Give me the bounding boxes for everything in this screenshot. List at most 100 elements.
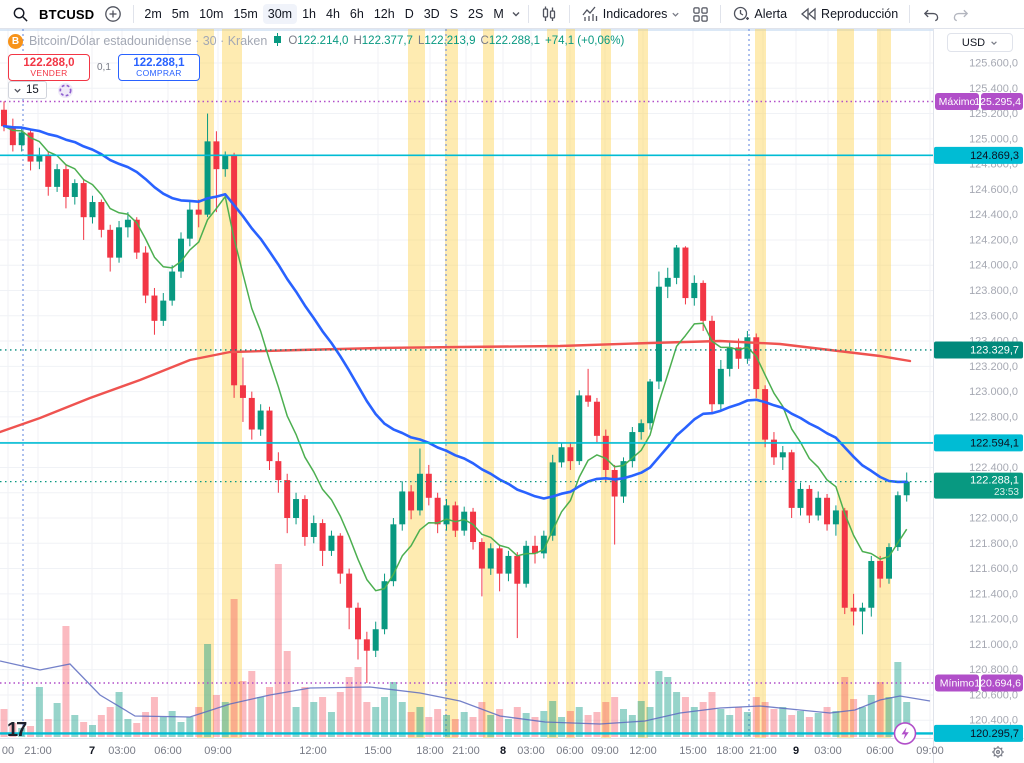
candle-up [160, 300, 167, 321]
volume-bar [443, 715, 450, 737]
price-axis-labels[interactable]: 125.600,0 125.400,0 125.200,0 125.000,0 124.… [969, 58, 1018, 727]
timeframe-30m[interactable]: 30m [262, 4, 298, 24]
volume-bar [310, 702, 318, 737]
indicators-button[interactable]: Indicadores [575, 2, 687, 26]
timeframe-S[interactable]: S [449, 7, 459, 21]
volume-bar [257, 697, 265, 737]
candle-down [709, 320, 715, 405]
volume-bar [354, 667, 362, 737]
volume-bar [221, 702, 229, 737]
timeframe-10m[interactable]: 10m [199, 7, 224, 21]
timeframe-2S[interactable]: 2S [468, 7, 484, 21]
timeframe-group: 2m 5m 10m 15m 30m 1h 4h 6h 12h D 3D S 2S M [139, 4, 508, 24]
timeframe-D[interactable]: D [404, 7, 414, 21]
candle-up [673, 247, 680, 278]
price-tick-label: 124.600,0 [969, 184, 1018, 196]
undo-icon[interactable] [915, 3, 946, 26]
candle-down [850, 607, 857, 612]
candle-down [151, 295, 158, 321]
candle-down [1, 109, 7, 127]
badge-price: 122.288,1 [970, 475, 1019, 487]
candle-down [425, 473, 432, 498]
sell-button[interactable]: 122.288,0 VENDER [8, 54, 90, 81]
timeframe-15m[interactable]: 15m [233, 7, 258, 21]
volume-bar [885, 697, 893, 737]
symbol-search-icon[interactable] [6, 3, 35, 26]
low-value: 122.213,9 [424, 35, 476, 47]
replay-button[interactable]: Reproducción [793, 2, 904, 26]
timeframe-2m[interactable]: 2m [144, 7, 162, 21]
compare-add-icon[interactable] [98, 2, 128, 26]
candle-up [655, 286, 662, 382]
spread-value: 0,1 [97, 62, 111, 73]
time-tick-label: 03:00 [108, 745, 136, 757]
price-tick-label: 120.800,0 [969, 664, 1018, 676]
candle-up [638, 423, 645, 433]
timeframe-1h[interactable]: 1h [302, 7, 317, 21]
timeframe-4h[interactable]: 4h [326, 7, 340, 21]
time-tick-label: 03:00 [814, 745, 842, 757]
badge-label-bg [935, 674, 979, 692]
price-chart[interactable]: 125.600,0 125.400,0 125.200,0 125.000,0 124.… [0, 29, 1024, 763]
time-tick-label: 9 [793, 745, 799, 757]
price-tick-label: 124.400,0 [969, 209, 1018, 221]
volume-bar [71, 715, 79, 737]
candle-up [523, 545, 530, 584]
timeframe-M[interactable]: M [493, 7, 504, 21]
candle-up [381, 581, 388, 630]
candle-down [762, 389, 769, 440]
alert-button[interactable]: Alerta [726, 2, 793, 26]
volume-bar [283, 651, 291, 737]
pair-title[interactable]: Bitcoin/Dólar estadounidense · 30 · Krak… [29, 34, 268, 48]
volume-bar [319, 697, 327, 737]
timeframes-chevron-down-icon[interactable] [509, 6, 523, 22]
buy-button[interactable]: 122.288,1 COMPRAR [117, 54, 200, 81]
symbol-button[interactable]: BTCUSD [39, 6, 95, 22]
candle-up [558, 447, 565, 463]
badge-value: 120.694,6 [974, 677, 1021, 689]
volume-bar [867, 695, 875, 737]
timeframe-6h[interactable]: 6h [349, 7, 364, 21]
volume-bar [62, 626, 70, 737]
price-tick-label: 123.200,0 [969, 361, 1018, 373]
alert-label: Alerta [754, 7, 788, 21]
currency-selector[interactable]: USD [947, 33, 1013, 52]
time-axis[interactable]: 00 21:00 7 03:00 06:00 09:00 12:00 15:00 18:00 21… [2, 745, 944, 757]
candle-down [452, 505, 459, 531]
candle-up [204, 141, 211, 215]
candle-up [36, 155, 43, 162]
timeframe-5m[interactable]: 5m [171, 7, 190, 21]
tradingview-logo[interactable]: 17 [7, 719, 29, 741]
volume-bar [451, 719, 459, 737]
redo-icon[interactable] [946, 3, 977, 26]
candle-down [346, 573, 353, 608]
time-tick-label: 15:00 [364, 745, 392, 757]
time-tick-label: 12:00 [299, 745, 327, 757]
candle-down [239, 385, 246, 398]
chart-style-candles-icon[interactable] [534, 2, 564, 26]
indicators-icon [581, 5, 599, 23]
price-tick-label: 121.800,0 [969, 538, 1018, 550]
volume-bar [681, 697, 689, 737]
interval-selector[interactable]: 15 [8, 81, 47, 99]
volume-bar [372, 707, 380, 737]
gear-tooth [993, 747, 996, 750]
axis-settings-gear-icon[interactable] [992, 746, 1004, 758]
volume-bar [770, 709, 778, 737]
trade-widget: 122.288,0 VENDER 0,1 122.288,1 COMPRAR [8, 54, 200, 81]
quick-trade-lightning-button[interactable] [893, 722, 917, 745]
volume-bar [558, 717, 566, 737]
price-line-badge: 123.329,7 [934, 341, 1023, 359]
candle-up [328, 535, 335, 551]
layout-grid-icon[interactable] [686, 3, 715, 26]
timeframe-3D[interactable]: 3D [423, 7, 440, 21]
volume-bar [531, 717, 539, 737]
time-tick-label: 21:00 [749, 745, 777, 757]
price-tick-label: 123.000,0 [969, 386, 1018, 398]
volume-bar [168, 711, 176, 737]
candle-up [832, 510, 839, 525]
candle-down [284, 480, 291, 519]
time-tick-label: 7 [89, 745, 95, 757]
time-tick-label: 15:00 [679, 745, 707, 757]
timeframe-12h[interactable]: 12h [373, 7, 395, 21]
